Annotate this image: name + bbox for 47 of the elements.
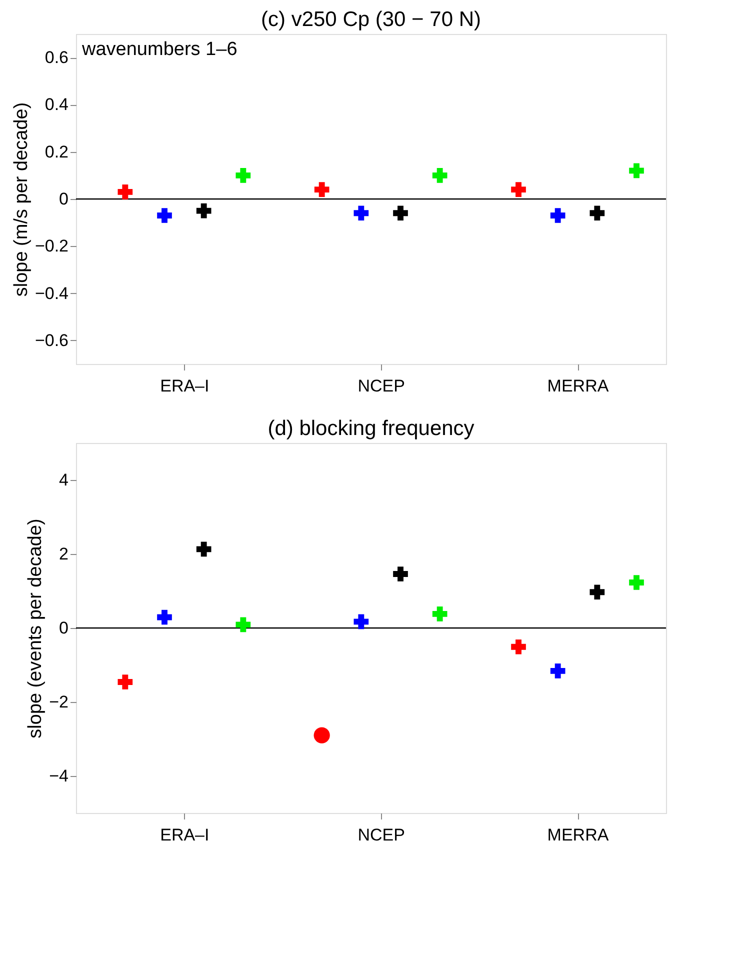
y-tick-label: 2 — [59, 544, 68, 564]
y-tick-label: 0.2 — [44, 142, 68, 162]
point — [354, 614, 369, 630]
x-tick-label: ERA–I — [160, 826, 210, 844]
point — [629, 575, 644, 590]
point — [314, 182, 330, 197]
point — [196, 542, 212, 557]
point — [590, 206, 605, 221]
point — [157, 610, 172, 625]
point — [118, 184, 133, 200]
point — [432, 168, 448, 183]
chart-title: (d) blocking frequency — [268, 417, 475, 440]
point — [393, 566, 408, 582]
y-tick-label: −0.2 — [34, 236, 68, 256]
y-tick-label: −2 — [49, 692, 68, 712]
x-tick-label: ERA–I — [160, 376, 210, 396]
y-tick-label: 0 — [59, 618, 68, 638]
y-tick-label: −4 — [49, 766, 68, 786]
point — [590, 584, 605, 600]
point — [629, 163, 644, 178]
x-tick-label: NCEP — [358, 826, 405, 844]
point — [550, 208, 566, 223]
point — [236, 617, 251, 632]
x-tick-label: NCEP — [358, 376, 405, 396]
chart-title: (c) v250 Cp (30 − 70 N) — [260, 8, 482, 31]
point — [314, 727, 330, 744]
y-tick-label: −0.6 — [34, 330, 68, 350]
y-tick-label: 4 — [59, 470, 68, 490]
point — [432, 606, 448, 622]
point — [393, 206, 408, 221]
point — [354, 206, 369, 221]
point — [511, 182, 526, 197]
point — [118, 674, 133, 690]
y-tick-label: −0.4 — [34, 284, 68, 303]
point — [236, 168, 251, 183]
x-tick-label: MERRA — [547, 826, 610, 844]
point — [196, 203, 212, 218]
point — [511, 639, 526, 654]
point — [550, 664, 566, 678]
x-tick-label: MERRA — [547, 376, 610, 396]
y-tick-label: 0.6 — [44, 48, 68, 68]
point — [157, 208, 172, 223]
y-tick-label: 0 — [59, 190, 68, 208]
y-tick-label: 0.4 — [44, 95, 68, 114]
annotation: wavenumbers 1–6 — [81, 39, 238, 60]
y-axis-title: slope (events per decade) — [25, 518, 46, 738]
y-axis-title: slope (m/s per decade) — [10, 102, 32, 297]
